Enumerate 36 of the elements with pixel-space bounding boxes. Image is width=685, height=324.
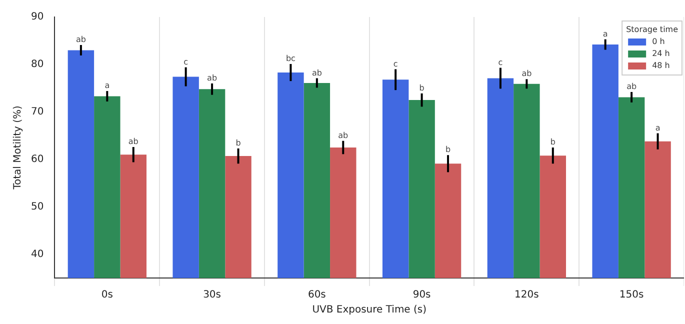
x-tick-label: 90s — [412, 290, 431, 301]
y-tick-label: 70 — [30, 106, 44, 118]
data-label: ab — [626, 82, 637, 92]
data-label: a — [655, 123, 660, 132]
legend-label: 0 h — [652, 37, 665, 46]
legend-label: 48 h — [652, 61, 670, 70]
x-axis-title: UVB Exposure Time (s) — [312, 304, 427, 316]
y-tick-label: 50 — [30, 201, 44, 212]
data-label: bc — [286, 54, 296, 64]
data-label: ab — [76, 35, 86, 44]
y-tick-label: 40 — [30, 248, 44, 260]
y-tick-label: 90 — [30, 12, 44, 23]
data-label: a — [602, 29, 608, 38]
y-tick-label: 60 — [30, 154, 44, 165]
data-label: b — [445, 145, 451, 154]
data-label: ab — [338, 130, 348, 140]
y-tick-label: 80 — [30, 59, 44, 70]
x-tick-label: 120s — [514, 290, 539, 301]
x-tick-label: 60s — [308, 290, 326, 301]
data-label: b — [236, 138, 241, 148]
y-axis-title: Total Motility (%) — [12, 105, 24, 190]
x-tick-label: 150s — [619, 290, 644, 301]
data-label: b — [419, 83, 424, 92]
data-label: a — [104, 81, 110, 90]
data-label: c — [498, 58, 503, 67]
data-label: c — [184, 57, 188, 66]
legend-title: Storage time — [626, 25, 678, 34]
data-label: b — [550, 138, 556, 147]
legend-label: 24 h — [652, 49, 670, 58]
data-label: ab — [207, 74, 218, 83]
x-tick-label: 0s — [101, 290, 113, 301]
data-label: ab — [522, 69, 532, 78]
data-label: ab — [312, 68, 322, 78]
x-tick-label: 30s — [203, 290, 222, 301]
data-label: ab — [128, 137, 138, 146]
data-label: c — [393, 59, 398, 68]
